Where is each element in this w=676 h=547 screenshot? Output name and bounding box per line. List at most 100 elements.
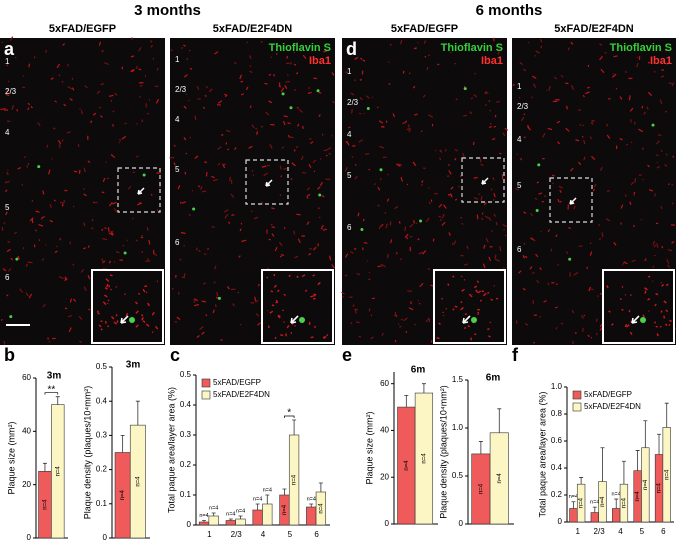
legend-swatch (572, 390, 582, 400)
microglia (26, 165, 29, 168)
microglia (629, 201, 632, 206)
microglia (358, 112, 362, 115)
legend-label: 5xFAD/E2F4DN (213, 390, 270, 399)
microglia (249, 55, 252, 60)
microglia (33, 56, 36, 59)
microglia (399, 258, 403, 261)
microglia (438, 215, 442, 218)
microglia (52, 127, 56, 130)
error-bar (571, 501, 576, 509)
microglia (217, 162, 221, 166)
microglia (58, 276, 64, 280)
microglia (54, 250, 58, 254)
microglia (216, 291, 219, 297)
microglia (376, 106, 379, 109)
microglia (451, 242, 454, 246)
microglia (520, 116, 525, 122)
legend-swatch (201, 390, 211, 400)
microglia (69, 298, 72, 303)
microglia (310, 141, 314, 145)
microglia (7, 80, 10, 83)
x-tick-label: 2/3 (231, 530, 243, 539)
microglia (495, 222, 498, 226)
microglia (512, 83, 515, 87)
microglia (624, 293, 627, 296)
microglia (27, 107, 30, 111)
microglia (230, 193, 235, 198)
microglia (638, 128, 644, 133)
microglia (7, 169, 9, 171)
microglia (107, 325, 110, 328)
microglia (408, 307, 414, 311)
microglia (25, 292, 29, 297)
microglia (601, 232, 604, 238)
microglia (294, 255, 299, 259)
y-tick-label: 0.3 (96, 431, 108, 440)
microglia (113, 208, 118, 213)
microglia (667, 264, 671, 268)
microglia (111, 316, 115, 320)
microglia (487, 328, 490, 331)
microglia (668, 82, 672, 85)
microglia (377, 265, 382, 268)
n-label: n=4 (600, 496, 606, 507)
error-bar (478, 441, 483, 454)
microglia (453, 240, 457, 245)
microglia (448, 170, 452, 175)
microglia (252, 174, 255, 177)
microglia (111, 230, 114, 233)
microglia (646, 106, 649, 110)
microglia (484, 104, 487, 107)
microglia (365, 95, 370, 99)
microglia (666, 259, 670, 264)
microglia (552, 182, 555, 185)
microglia (326, 334, 329, 337)
bar (612, 508, 621, 523)
microglia (46, 144, 49, 148)
microglia (302, 54, 307, 59)
microglia (212, 309, 215, 314)
arrow (120, 315, 129, 324)
microglia (438, 322, 441, 325)
microglia (653, 244, 657, 248)
microglia (148, 98, 151, 101)
panel-letter: a (4, 39, 15, 59)
microglia (590, 122, 594, 125)
microglia (359, 78, 363, 81)
microglia (216, 104, 221, 106)
arrow (569, 197, 577, 205)
microglia (377, 204, 380, 207)
error-bar (657, 433, 662, 455)
microglia (83, 193, 87, 197)
microglia (494, 258, 500, 262)
microglia (135, 65, 138, 70)
microglia (304, 289, 308, 293)
microglia (61, 203, 64, 207)
microglia (62, 43, 66, 46)
microglia (568, 227, 572, 230)
microglia (6, 171, 9, 176)
layer-label: 4 (175, 115, 180, 124)
microglia (257, 322, 261, 326)
microglia (179, 258, 182, 261)
plaque (15, 257, 19, 261)
error-bar (600, 447, 605, 482)
microglia (253, 216, 259, 220)
microglia (127, 185, 132, 190)
n-label: n=4 (318, 503, 324, 514)
microglia (473, 285, 478, 289)
microglia (278, 242, 283, 247)
y-tick-label: 0.4 (551, 463, 563, 472)
microglia (409, 223, 414, 228)
microglia (142, 288, 146, 293)
microglia (121, 66, 124, 70)
microglia (447, 283, 450, 286)
microglia (6, 64, 9, 66)
microglia (667, 249, 673, 252)
microglia (399, 39, 403, 45)
microglia (560, 74, 564, 78)
microglia (250, 210, 253, 213)
error-bar (614, 498, 619, 509)
microglia (312, 274, 316, 277)
microglia (263, 172, 268, 177)
